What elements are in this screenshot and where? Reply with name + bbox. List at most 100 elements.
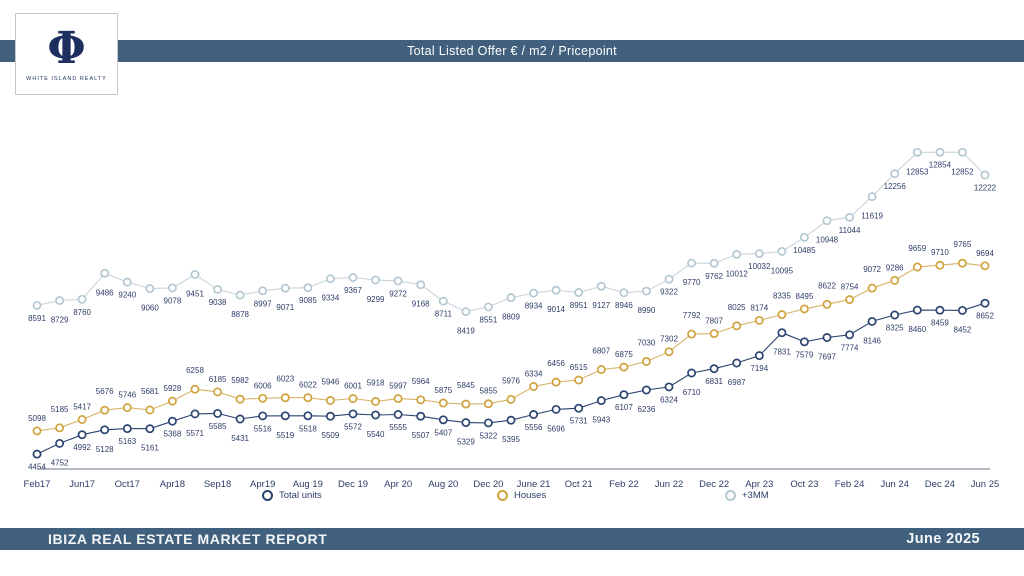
data-point-marker (822, 333, 832, 342)
data-point-marker (371, 275, 381, 285)
data-point-label: 8729 (51, 316, 69, 325)
x-tick-label: Jun17 (69, 479, 95, 490)
data-point-marker (325, 274, 335, 284)
data-point-label: 10485 (793, 246, 816, 255)
data-point-label: 5556 (525, 423, 543, 432)
data-point-marker (235, 290, 245, 300)
data-point-label: 12222 (974, 184, 997, 193)
data-point-label: 6006 (254, 381, 272, 390)
data-point-marker (303, 283, 313, 293)
data-point-label: 5585 (209, 422, 227, 431)
data-point-label: 7030 (638, 339, 656, 348)
data-point-label: 5855 (480, 387, 498, 396)
data-point-label: 5507 (412, 431, 430, 440)
data-point-label: 5395 (502, 435, 520, 444)
data-point-marker (303, 411, 313, 421)
data-point-marker (235, 394, 245, 404)
data-point-marker (845, 330, 855, 340)
data-point-marker (935, 147, 945, 157)
data-point-marker (867, 316, 877, 326)
data-point-label: 6001 (344, 382, 362, 391)
data-point-marker (619, 288, 629, 298)
data-point-label: 6987 (728, 378, 746, 387)
data-point-label: 8419 (457, 327, 475, 336)
data-point-marker (32, 426, 42, 436)
data-point-marker (687, 329, 697, 339)
legend-total-units: Total units (262, 490, 322, 501)
data-point-marker (664, 274, 674, 284)
data-point-marker (641, 357, 651, 366)
x-tick-label: Apr19 (250, 479, 275, 490)
data-point-label: 10095 (771, 266, 794, 275)
x-tick-label: Apr 20 (384, 479, 412, 490)
data-point-label: 5509 (322, 431, 340, 440)
data-point-marker (122, 403, 132, 413)
data-point-marker (393, 410, 403, 419)
data-point-label: 9240 (118, 291, 136, 300)
data-point-label: 12854 (929, 161, 952, 170)
x-tick-label: Dec 22 (699, 479, 729, 490)
data-point-marker (258, 393, 268, 403)
data-point-marker (664, 382, 674, 392)
data-point-marker (732, 358, 742, 368)
data-point-label: 5572 (344, 422, 362, 431)
data-point-marker (890, 275, 900, 285)
data-point-label: 8591 (28, 314, 46, 323)
data-point-label: 10012 (726, 269, 749, 278)
data-point-label: 6258 (186, 366, 204, 375)
data-point-label: 8174 (750, 303, 768, 312)
data-point-marker (213, 387, 223, 397)
x-tick-label: Dec 19 (338, 479, 368, 490)
data-point-label: 5676 (96, 387, 114, 396)
data-point-label: 4992 (73, 443, 91, 452)
data-point-label: 8990 (638, 306, 656, 315)
data-point-label: 8495 (796, 292, 814, 301)
data-point-label: 10032 (748, 262, 771, 271)
data-point-marker (100, 268, 110, 278)
data-point-label: 12853 (906, 167, 929, 176)
data-point-label: 7697 (818, 353, 836, 362)
data-point-marker (280, 411, 290, 421)
data-point-label: 8760 (73, 308, 91, 317)
data-point-label: 5163 (118, 437, 136, 446)
data-point-marker (32, 300, 42, 310)
data-point-marker (416, 395, 426, 405)
data-point-label: 5964 (412, 377, 430, 386)
data-point-label: 5322 (480, 431, 498, 440)
data-point-label: 7831 (773, 348, 791, 357)
data-point-marker (55, 438, 65, 448)
data-point-label: 7792 (683, 311, 701, 320)
data-point-label: 12256 (884, 182, 907, 191)
company-logo: Φ WHITE ISLAND REALTY (15, 13, 118, 95)
data-point-marker (980, 261, 990, 271)
data-point-label: 9334 (322, 294, 340, 303)
data-point-label: 8946 (615, 301, 633, 310)
x-tick-label: June 21 (517, 479, 551, 490)
data-point-marker (912, 147, 922, 157)
data-point-label: 8025 (728, 303, 746, 312)
data-point-marker (845, 295, 855, 305)
data-point-label: 5518 (299, 424, 317, 433)
data-point-label: 5875 (434, 386, 452, 395)
data-point-marker (754, 315, 764, 325)
data-point-label: 9085 (299, 296, 317, 305)
data-point-marker (641, 385, 651, 395)
data-point-marker (551, 404, 561, 414)
data-point-marker (641, 286, 651, 296)
data-point-marker (529, 288, 539, 298)
data-point-label: 6807 (592, 347, 610, 356)
data-point-label: 5845 (457, 381, 475, 390)
data-point-marker (77, 415, 87, 424)
data-point-label: 6185 (209, 375, 227, 384)
data-point-marker (619, 362, 629, 372)
data-point-label: 8622 (818, 281, 836, 290)
data-point-marker (574, 288, 584, 297)
data-point-marker (100, 405, 110, 415)
data-point-marker (167, 416, 177, 426)
data-point-marker (799, 304, 809, 314)
data-point-label: 5417 (73, 403, 91, 412)
data-point-marker (732, 321, 742, 331)
data-point-marker (483, 302, 493, 312)
x-tick-label: Aug 20 (428, 479, 458, 490)
legend-plus3mm: +3MM (725, 490, 769, 501)
